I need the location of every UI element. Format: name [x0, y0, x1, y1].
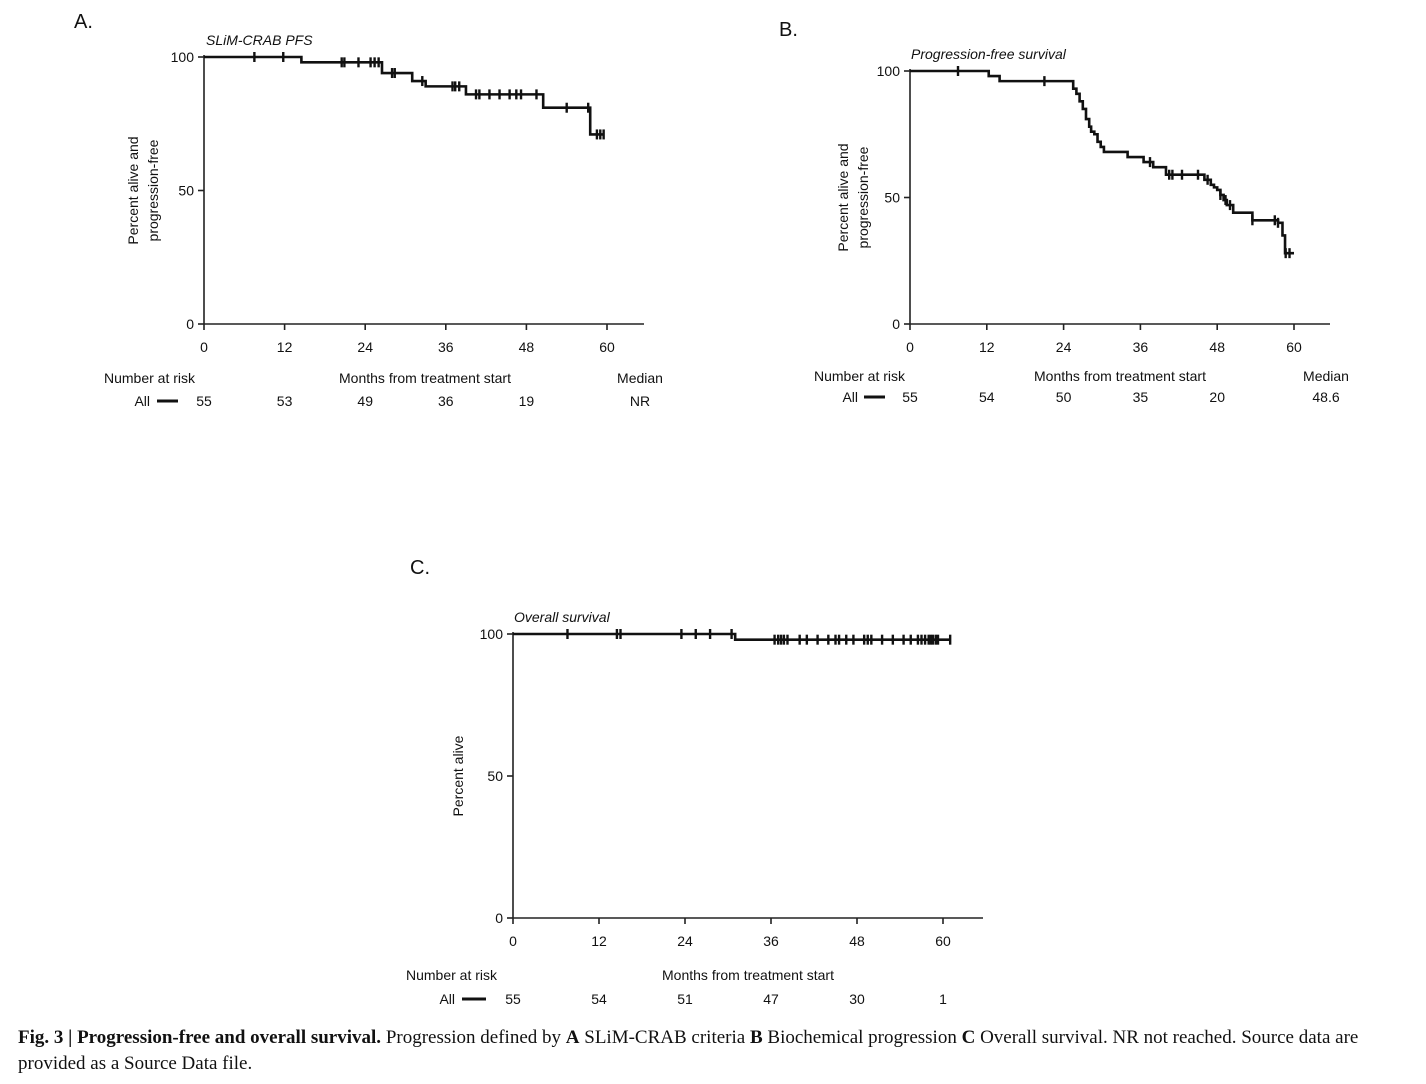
x-axis-label: Months from treatment start [1034, 368, 1206, 384]
risk-count: 53 [277, 393, 293, 409]
risk-count: 55 [505, 991, 521, 1007]
caption-fig-title: Progression-free and overall survival. [77, 1027, 382, 1048]
risk-count: 55 [902, 389, 918, 405]
x-tick-label: 0 [509, 933, 517, 949]
y-tick-label: 0 [495, 910, 503, 926]
caption-text-c: Overall survival. NR not reached. Source… [18, 1027, 1359, 1074]
caption-fig-label: Fig. 3 | [18, 1027, 73, 1048]
x-tick-label: 48 [1209, 339, 1225, 355]
x-tick-label: 60 [599, 339, 615, 355]
panel-letter-c: C. [410, 557, 430, 579]
x-tick-label: 60 [935, 933, 951, 949]
y-tick-label: 0 [892, 316, 900, 332]
risk-count: 19 [519, 393, 535, 409]
risk-count: 20 [1209, 389, 1225, 405]
figure-caption: Fig. 3 | Progression-free and overall su… [18, 1025, 1413, 1077]
panel-a-pfs-chart: 0 50 100 0 12 24 36 48 60 SLiM-CRAB PFS Percent al… [104, 32, 663, 409]
x-tick-label: 48 [849, 933, 865, 949]
risk-count: 55 [196, 393, 212, 409]
y-tick-label: 100 [171, 49, 195, 65]
caption-seg1: Progression defined by [385, 1027, 562, 1048]
x-axis-label: Months from treatment start [662, 967, 834, 983]
risk-count: 36 [438, 393, 454, 409]
x-tick-label: 36 [1133, 339, 1149, 355]
y-tick-label: 50 [178, 183, 194, 199]
chart-title: SLiM-CRAB PFS [206, 32, 313, 48]
risk-count: 47 [763, 991, 779, 1007]
x-tick-label: 0 [906, 339, 914, 355]
median-header: Median [617, 370, 663, 386]
risk-count: 49 [357, 393, 373, 409]
chart-title: Overall survival [514, 609, 611, 625]
caption-key-b: B [749, 1027, 763, 1048]
x-tick-label: 36 [438, 339, 454, 355]
risk-row-label: All [134, 393, 150, 409]
y-axis-label-line1: Percent alive and [125, 136, 141, 244]
risk-count: 30 [849, 991, 865, 1007]
risk-row-label: All [439, 991, 455, 1007]
x-tick-label: 24 [357, 339, 373, 355]
survival-step-line [910, 69, 1294, 255]
caption-key-a: A [565, 1027, 580, 1048]
y-tick-label: 50 [884, 190, 900, 206]
x-tick-label: 0 [200, 339, 208, 355]
caption-text-b: Biochemical progression [767, 1027, 957, 1048]
y-tick-label: 100 [877, 63, 901, 79]
median-value: 48.6 [1312, 389, 1339, 405]
panel-b-pfs-chart: 0 50 100 0 12 24 36 48 60 Progression-free surviv… [814, 46, 1349, 405]
x-tick-label: 48 [519, 339, 535, 355]
x-tick-label: 24 [1056, 339, 1072, 355]
caption-key-c: C [961, 1027, 976, 1048]
x-tick-label: 12 [591, 933, 607, 949]
x-tick-label: 60 [1286, 339, 1302, 355]
y-tick-label: 50 [487, 768, 503, 784]
survival-step-line [513, 632, 951, 641]
x-tick-label: 24 [677, 933, 693, 949]
panel-c-os-chart: 0 50 100 0 12 24 36 48 60 Overall survival Percent… [406, 609, 983, 1007]
x-tick-label: 12 [979, 339, 995, 355]
panel-letter-b: B. [779, 19, 798, 41]
y-axis-label-line2: progression-free [145, 139, 161, 241]
risk-table-header: Number at risk [406, 967, 498, 983]
risk-table-header: Number at risk [814, 368, 906, 384]
caption-text-a: SLiM-CRAB criteria [584, 1027, 746, 1048]
x-tick-label: 12 [277, 339, 293, 355]
x-tick-label: 36 [763, 933, 779, 949]
y-axis-label-line2: progression-free [855, 146, 871, 248]
risk-count: 1 [939, 991, 947, 1007]
y-tick-label: 100 [480, 626, 504, 642]
risk-row-label: All [842, 389, 858, 405]
risk-count: 50 [1056, 389, 1072, 405]
y-tick-label: 0 [186, 316, 194, 332]
median-header: Median [1303, 368, 1349, 384]
y-axis-label: Percent alive [450, 735, 466, 816]
y-axis-label-line1: Percent alive and [835, 143, 851, 251]
risk-count: 54 [591, 991, 607, 1007]
x-axis-label: Months from treatment start [339, 370, 511, 386]
risk-count: 51 [677, 991, 693, 1007]
risk-table-header: Number at risk [104, 370, 196, 386]
risk-count: 35 [1133, 389, 1149, 405]
risk-count: 54 [979, 389, 995, 405]
survival-step-line [204, 55, 604, 136]
panel-letter-a: A. [74, 11, 93, 33]
chart-title: Progression-free survival [911, 46, 1067, 62]
median-value: NR [630, 393, 650, 409]
